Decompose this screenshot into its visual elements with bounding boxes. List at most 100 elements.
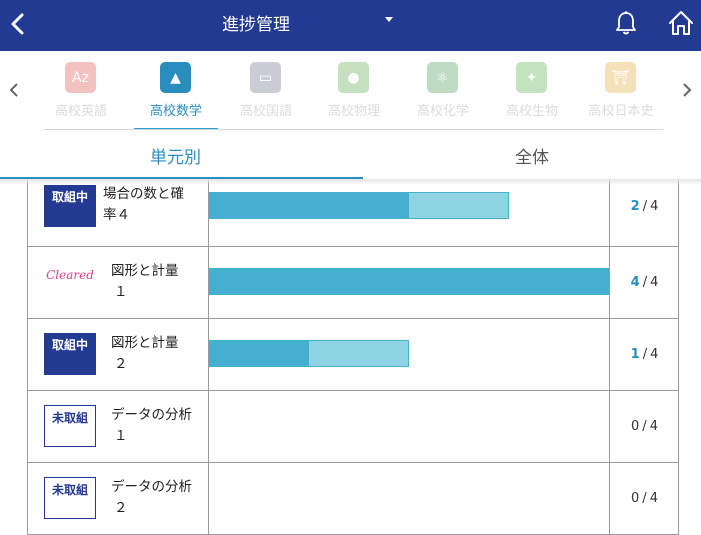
progress-bar-cell xyxy=(209,179,610,246)
subject-label: 高校生物 xyxy=(505,104,558,119)
progress-bar xyxy=(209,412,609,439)
tab-subject-3[interactable]: ● 高校物理 xyxy=(310,62,398,130)
unit-name-line1: 図形と計量 xyxy=(111,263,179,279)
subject-icon: ▲ xyxy=(160,62,191,93)
completed-fill xyxy=(209,192,409,219)
completed-count: 4 xyxy=(630,275,640,290)
progress-bar-cell xyxy=(209,391,610,462)
status-badge: 取組中 xyxy=(44,333,96,375)
table-row[interactable]: 取組中 図形と計量 ２ 1/4 xyxy=(27,319,679,391)
active-tab-indicator xyxy=(0,177,363,179)
subject-icon: ● xyxy=(338,62,369,93)
total-count: 4 xyxy=(650,347,659,362)
unit-name-line2: ２ xyxy=(114,356,128,372)
home-icon[interactable] xyxy=(667,9,695,37)
separator: / xyxy=(642,347,648,362)
subject-icon: ⚛ xyxy=(427,62,458,93)
total-count: 4 xyxy=(649,419,658,434)
score-cell: 4/4 xyxy=(610,247,679,318)
unit-name-cell: Cleared 図形と計量 １ xyxy=(28,247,209,318)
unit-name-line1: データの分析 xyxy=(111,407,192,423)
status-badge: Cleared xyxy=(46,268,94,282)
subject-icon: ⛩ xyxy=(605,62,636,93)
subject-icon: Az xyxy=(65,62,96,93)
status-badge: 取組中 xyxy=(44,185,96,227)
unit-name-cell: 未取組 データの分析 １ xyxy=(28,391,209,462)
total-count: 4 xyxy=(650,275,659,290)
page-title: 進捗管理 xyxy=(222,15,290,35)
tab-shadow xyxy=(0,179,701,185)
subject-label: 高校日本史 xyxy=(588,104,654,119)
unit-name-cell: 取組中 場合の数と確 率４ xyxy=(28,179,209,246)
tab-unit[interactable]: 単元別 xyxy=(150,147,201,168)
completed-fill xyxy=(209,340,309,367)
subject-icon: ▭ xyxy=(250,62,281,93)
progress-bar-cell xyxy=(209,247,610,318)
unit-name-line2: ２ xyxy=(114,500,128,516)
chevron-left-icon[interactable] xyxy=(6,8,30,40)
progress-bar xyxy=(209,484,609,511)
score-cell: 1/4 xyxy=(610,319,679,390)
tab-subject-1[interactable]: ▲ 高校数学 xyxy=(132,62,220,130)
unit-name: 図形と計量 １ xyxy=(111,261,207,303)
completed-fill xyxy=(209,268,609,295)
subject-label: 高校国語 xyxy=(239,104,292,119)
completed-count: 0 xyxy=(631,419,640,434)
progress-bar-cell xyxy=(209,319,610,390)
total-count: 4 xyxy=(649,491,658,506)
scroll-left-icon[interactable] xyxy=(8,81,24,101)
subject-tabs: Az 高校英語 ▲ 高校数学 ▭ 高校国語 ● 高校物理 ⚛ 高校化学 ✦ 高校生物 ⛩ 高校日本史 xyxy=(0,51,701,131)
unit-name: 図形と計量 ２ xyxy=(111,333,207,375)
subject-icon: ✦ xyxy=(516,62,547,93)
table-row[interactable]: 未取組 データの分析 ２ 0/4 xyxy=(27,463,679,535)
app-header: 進捗管理 xyxy=(0,0,701,51)
tab-subject-6[interactable]: ⛩ 高校日本史 xyxy=(577,62,665,130)
separator: / xyxy=(642,199,648,214)
status-badge: 未取組 xyxy=(44,477,96,519)
tab-subject-2[interactable]: ▭ 高校国語 xyxy=(222,62,310,130)
subject-label: 高校英語 xyxy=(54,104,107,119)
tab-all[interactable]: 全体 xyxy=(515,147,549,168)
chevron-down-icon xyxy=(385,17,393,22)
separator: / xyxy=(642,491,647,506)
tab-subject-0[interactable]: Az 高校英語 xyxy=(37,62,125,130)
divider xyxy=(44,129,663,130)
tab-subject-5[interactable]: ✦ 高校生物 xyxy=(488,62,576,130)
separator: / xyxy=(642,275,648,290)
table-row[interactable]: 未取組 データの分析 １ 0/4 xyxy=(27,391,679,463)
tab-subject-4[interactable]: ⚛ 高校化学 xyxy=(399,62,487,130)
unit-progress-table: 取組中 場合の数と確 率４ 2/4 Cleared 図形と計量 １ 4/4 取組中 図形と計量 ２ 1… xyxy=(27,179,679,535)
unit-name-line2: １ xyxy=(114,284,128,300)
score-cell: 0/4 xyxy=(610,391,679,462)
view-tabs: 単元別 全体 xyxy=(0,131,701,179)
score-cell: 2/4 xyxy=(610,179,679,238)
unit-name-line2: 率４ xyxy=(103,207,130,223)
completed-count: 2 xyxy=(630,199,640,214)
total-count: 4 xyxy=(650,199,659,214)
score-cell: 0/4 xyxy=(610,463,679,534)
completed-count: 0 xyxy=(631,491,640,506)
bell-icon[interactable] xyxy=(614,10,638,36)
table-row[interactable]: Cleared 図形と計量 １ 4/4 xyxy=(27,247,679,319)
status-badge: 未取組 xyxy=(44,405,96,447)
unit-name: データの分析 １ xyxy=(111,405,207,447)
title-dropdown[interactable]: 進捗管理 xyxy=(200,0,400,44)
progress-bar xyxy=(209,268,609,295)
subject-label: 高校数学 xyxy=(149,104,202,119)
completed-count: 1 xyxy=(630,347,640,362)
unit-name: データの分析 ２ xyxy=(111,477,207,519)
scroll-right-icon[interactable] xyxy=(681,81,697,101)
unit-name-line2: １ xyxy=(114,428,128,444)
subject-label: 高校物理 xyxy=(327,104,380,119)
progress-bar xyxy=(209,340,609,367)
progress-bar-cell xyxy=(209,463,610,534)
unit-name: 場合の数と確 率４ xyxy=(103,184,199,226)
unit-name-line1: データの分析 xyxy=(111,479,192,495)
separator: / xyxy=(642,419,647,434)
table-row[interactable]: 取組中 場合の数と確 率４ 2/4 xyxy=(27,179,679,247)
progress-bar xyxy=(209,192,609,219)
unit-name-line1: 場合の数と確 xyxy=(103,186,184,202)
unit-name-cell: 取組中 図形と計量 ２ xyxy=(28,319,209,390)
unit-name-line1: 図形と計量 xyxy=(111,335,179,351)
subject-label: 高校化学 xyxy=(416,104,469,119)
